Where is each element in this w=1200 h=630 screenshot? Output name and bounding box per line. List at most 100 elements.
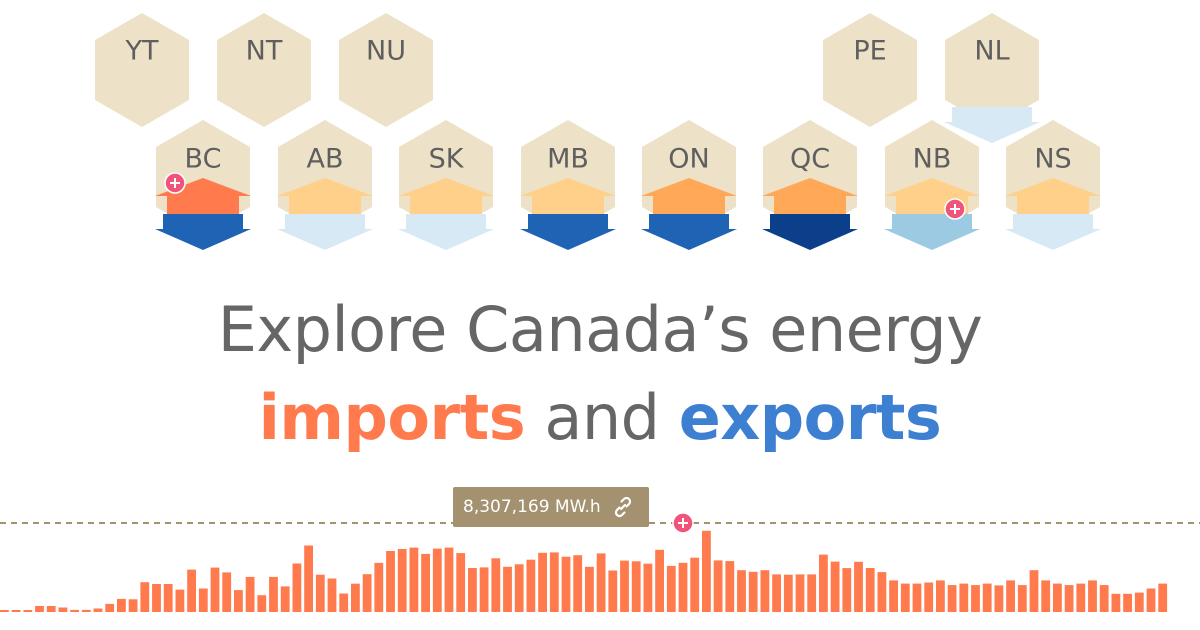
bar[interactable] xyxy=(959,583,969,612)
bar[interactable] xyxy=(421,553,430,612)
bar[interactable] xyxy=(924,582,934,613)
province-tile-nu[interactable]: NU xyxy=(339,13,433,127)
bar[interactable] xyxy=(1158,583,1168,612)
bar[interactable] xyxy=(339,593,349,613)
bar[interactable] xyxy=(245,576,255,612)
bar[interactable] xyxy=(865,568,875,612)
bar[interactable] xyxy=(152,584,161,612)
bar[interactable] xyxy=(702,530,711,612)
bar[interactable] xyxy=(760,570,770,612)
bar[interactable] xyxy=(315,574,325,612)
bar[interactable] xyxy=(620,560,629,612)
bar[interactable] xyxy=(795,574,805,612)
bar[interactable] xyxy=(1017,585,1027,612)
province-tile-pe[interactable]: PE xyxy=(823,13,917,127)
bar[interactable] xyxy=(58,607,68,613)
bar[interactable] xyxy=(269,576,278,612)
bar[interactable] xyxy=(549,552,559,612)
bar[interactable] xyxy=(479,567,489,612)
bar[interactable] xyxy=(432,548,442,612)
bar[interactable] xyxy=(877,572,887,612)
bar[interactable] xyxy=(573,555,583,612)
province-tile-nt[interactable]: NT xyxy=(217,13,311,127)
bar[interactable] xyxy=(175,589,185,612)
bar[interactable] xyxy=(70,609,79,612)
bar[interactable] xyxy=(81,609,91,612)
bar[interactable] xyxy=(257,595,267,612)
bar[interactable] xyxy=(1006,580,1015,612)
province-tile-nl[interactable]: NL xyxy=(945,13,1039,127)
bar[interactable] xyxy=(1088,580,1097,612)
bar[interactable] xyxy=(1041,580,1051,612)
bar[interactable] xyxy=(994,585,1004,612)
bar[interactable] xyxy=(585,566,594,612)
bar[interactable] xyxy=(982,583,992,612)
bar[interactable] xyxy=(819,554,828,612)
bar[interactable] xyxy=(140,582,150,612)
bar[interactable] xyxy=(912,583,922,612)
bar[interactable] xyxy=(1053,583,1062,612)
bar[interactable] xyxy=(1134,592,1144,612)
bar[interactable] xyxy=(713,560,723,612)
bar[interactable] xyxy=(900,583,910,612)
bar[interactable] xyxy=(971,585,980,612)
bar[interactable] xyxy=(304,545,313,613)
bar[interactable] xyxy=(397,549,407,612)
bar[interactable] xyxy=(456,553,466,612)
bar[interactable] xyxy=(187,569,196,612)
bar[interactable] xyxy=(11,610,21,612)
bar[interactable] xyxy=(210,567,220,612)
bar[interactable] xyxy=(690,557,700,612)
bar[interactable] xyxy=(842,568,852,612)
bar[interactable] xyxy=(538,552,547,612)
bar[interactable] xyxy=(46,606,56,612)
bar[interactable] xyxy=(737,570,746,612)
bar[interactable] xyxy=(936,580,945,612)
bar[interactable] xyxy=(854,561,863,612)
bar[interactable] xyxy=(327,578,337,613)
bar[interactable] xyxy=(93,608,103,613)
province-tile-yt[interactable]: YT xyxy=(95,13,189,127)
bar[interactable] xyxy=(444,547,454,612)
bar[interactable] xyxy=(889,580,898,612)
bar[interactable] xyxy=(596,553,606,612)
bar[interactable] xyxy=(351,583,360,612)
bar[interactable] xyxy=(503,566,512,612)
bar[interactable] xyxy=(234,590,243,612)
bar[interactable] xyxy=(631,561,641,612)
bar[interactable] xyxy=(374,562,384,612)
bar[interactable] xyxy=(1146,588,1156,613)
bar[interactable] xyxy=(222,572,232,612)
bar[interactable] xyxy=(409,547,419,612)
bar[interactable] xyxy=(725,561,735,612)
bar[interactable] xyxy=(491,558,501,612)
bar[interactable] xyxy=(772,574,781,612)
bar[interactable] xyxy=(561,556,571,612)
bar[interactable] xyxy=(468,568,477,612)
bar[interactable] xyxy=(1123,593,1132,612)
bar[interactable] xyxy=(128,599,138,612)
reference-value-tooltip[interactable]: 8,307,169 MW.h xyxy=(453,487,649,527)
bar[interactable] xyxy=(807,574,817,612)
bar[interactable] xyxy=(280,586,290,612)
bar[interactable] xyxy=(117,598,126,612)
bar[interactable] xyxy=(1099,585,1109,612)
bar[interactable] xyxy=(362,574,372,612)
bar[interactable] xyxy=(23,610,33,612)
bar[interactable] xyxy=(678,562,688,612)
bar[interactable] xyxy=(386,551,395,612)
bar[interactable] xyxy=(655,549,664,612)
bar[interactable] xyxy=(198,588,208,613)
bar[interactable] xyxy=(783,574,793,612)
bar[interactable] xyxy=(526,559,536,612)
bar[interactable] xyxy=(0,610,9,612)
bar[interactable] xyxy=(748,571,758,612)
bc-plus-marker[interactable] xyxy=(164,172,186,194)
bar[interactable] xyxy=(1064,585,1074,612)
nb-plus-marker[interactable] xyxy=(944,198,966,220)
chart-plus-marker[interactable] xyxy=(672,512,694,534)
bar[interactable] xyxy=(608,570,618,613)
bar[interactable] xyxy=(105,603,115,612)
bar[interactable] xyxy=(35,606,44,612)
bar[interactable] xyxy=(666,565,676,612)
